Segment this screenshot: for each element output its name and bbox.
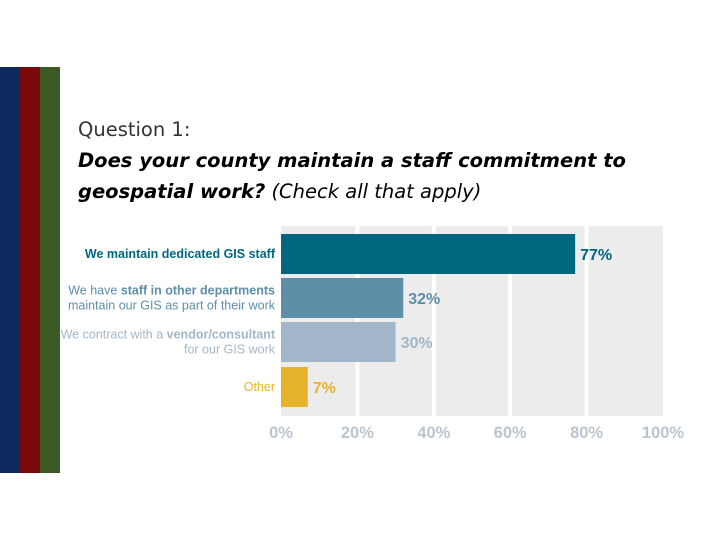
question-note: (Check all that apply) (271, 180, 482, 203)
gridline (355, 226, 360, 416)
category-label: maintain our GIS as part of their work (68, 299, 276, 313)
x-tick-label: 60% (494, 424, 527, 442)
question-line-2: geospatial work? (Check all that apply) (78, 176, 678, 207)
x-tick-label: 0% (269, 424, 293, 442)
question-text-line-1: Does your county maintain a staff commit… (78, 149, 626, 172)
bar-value-label: 77% (580, 247, 612, 264)
bar (281, 367, 308, 407)
gridline (431, 226, 436, 416)
question-line-1: Does your county maintain a staff commit… (78, 145, 678, 176)
stripe-green (40, 67, 60, 473)
stripe-red (20, 67, 40, 473)
bar-value-label: 30% (401, 335, 433, 352)
category-label: We maintain dedicated GIS staff (85, 247, 276, 261)
category-label: We have staff in other departments (68, 284, 275, 298)
bar-value-label: 32% (408, 291, 440, 308)
x-tick-label: 80% (570, 424, 603, 442)
x-tick-label: 40% (417, 424, 450, 442)
bar-value-label: 7% (313, 380, 336, 397)
bar (281, 278, 404, 318)
question-label: Question 1: (78, 118, 191, 141)
gridline (508, 226, 513, 416)
bar (281, 322, 396, 362)
bar (281, 234, 576, 274)
question-title: Question 1: Does your county maintain a … (78, 114, 678, 207)
category-label: Other (244, 380, 275, 394)
category-label: for our GIS work (184, 343, 276, 357)
gridline (584, 226, 589, 416)
stripe-blue (0, 67, 20, 473)
x-tick-label: 100% (642, 424, 685, 442)
category-label: We contract with a vendor/consultant (61, 328, 276, 342)
x-tick-label: 20% (341, 424, 374, 442)
question-text-line-2: geospatial work? (78, 180, 266, 203)
